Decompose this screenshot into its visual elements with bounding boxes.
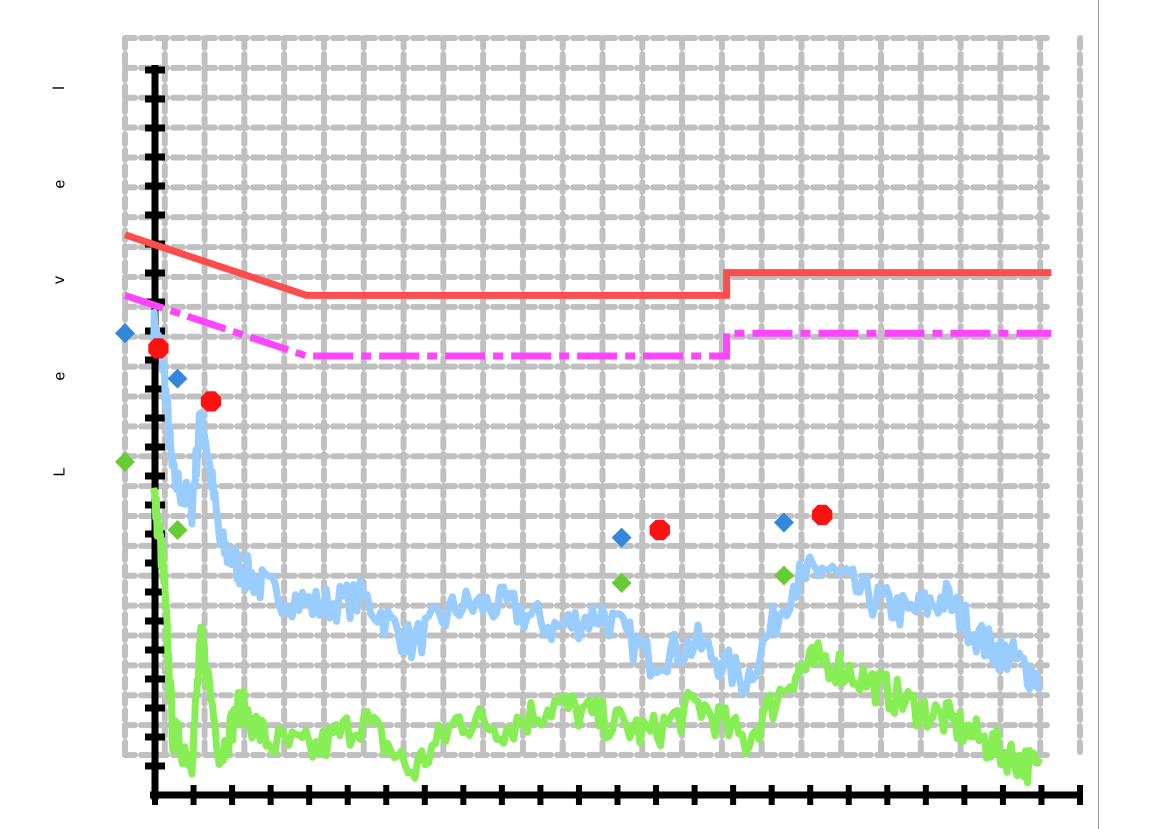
data-marker: [167, 368, 188, 389]
data-marker: [200, 391, 222, 412]
series-line-0: [123, 231, 1052, 299]
data-marker: [611, 573, 632, 594]
y-axis-label-letter: l: [51, 86, 68, 90]
data-marker: [115, 451, 135, 472]
data-marker: [773, 565, 794, 586]
data-marker: [773, 512, 794, 533]
y-axis-label-letter: e: [51, 179, 68, 189]
y-axis-label-letter: e: [51, 371, 68, 381]
data-marker: [812, 504, 833, 526]
series-line-2: [150, 308, 1043, 697]
data-marker: [167, 520, 188, 541]
y-axis-label-letter: L: [51, 467, 68, 477]
data-marker: [611, 527, 632, 548]
series-line-3: [150, 487, 1044, 787]
right-border: [1098, 0, 1099, 829]
data-marker: [115, 323, 135, 344]
data-marker: [649, 519, 670, 541]
y-axis-label-letter: v: [51, 276, 68, 284]
series-line-1: [123, 292, 1052, 360]
data-marker: [148, 338, 169, 359]
